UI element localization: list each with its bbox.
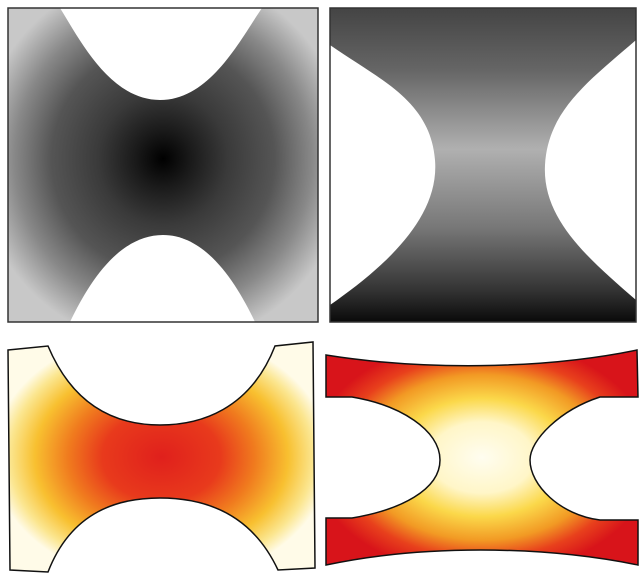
void-right: [544, 40, 636, 300]
frame: [7, 7, 319, 323]
shape-bottom-left: [7, 341, 316, 573]
panel-top-right: [329, 7, 637, 323]
void-top: [60, 8, 262, 100]
frame: [329, 7, 637, 323]
void-left: [330, 45, 436, 305]
panel-top-left: [7, 7, 319, 323]
shape-bottom-right: [325, 349, 639, 566]
void-bottom: [70, 235, 255, 322]
